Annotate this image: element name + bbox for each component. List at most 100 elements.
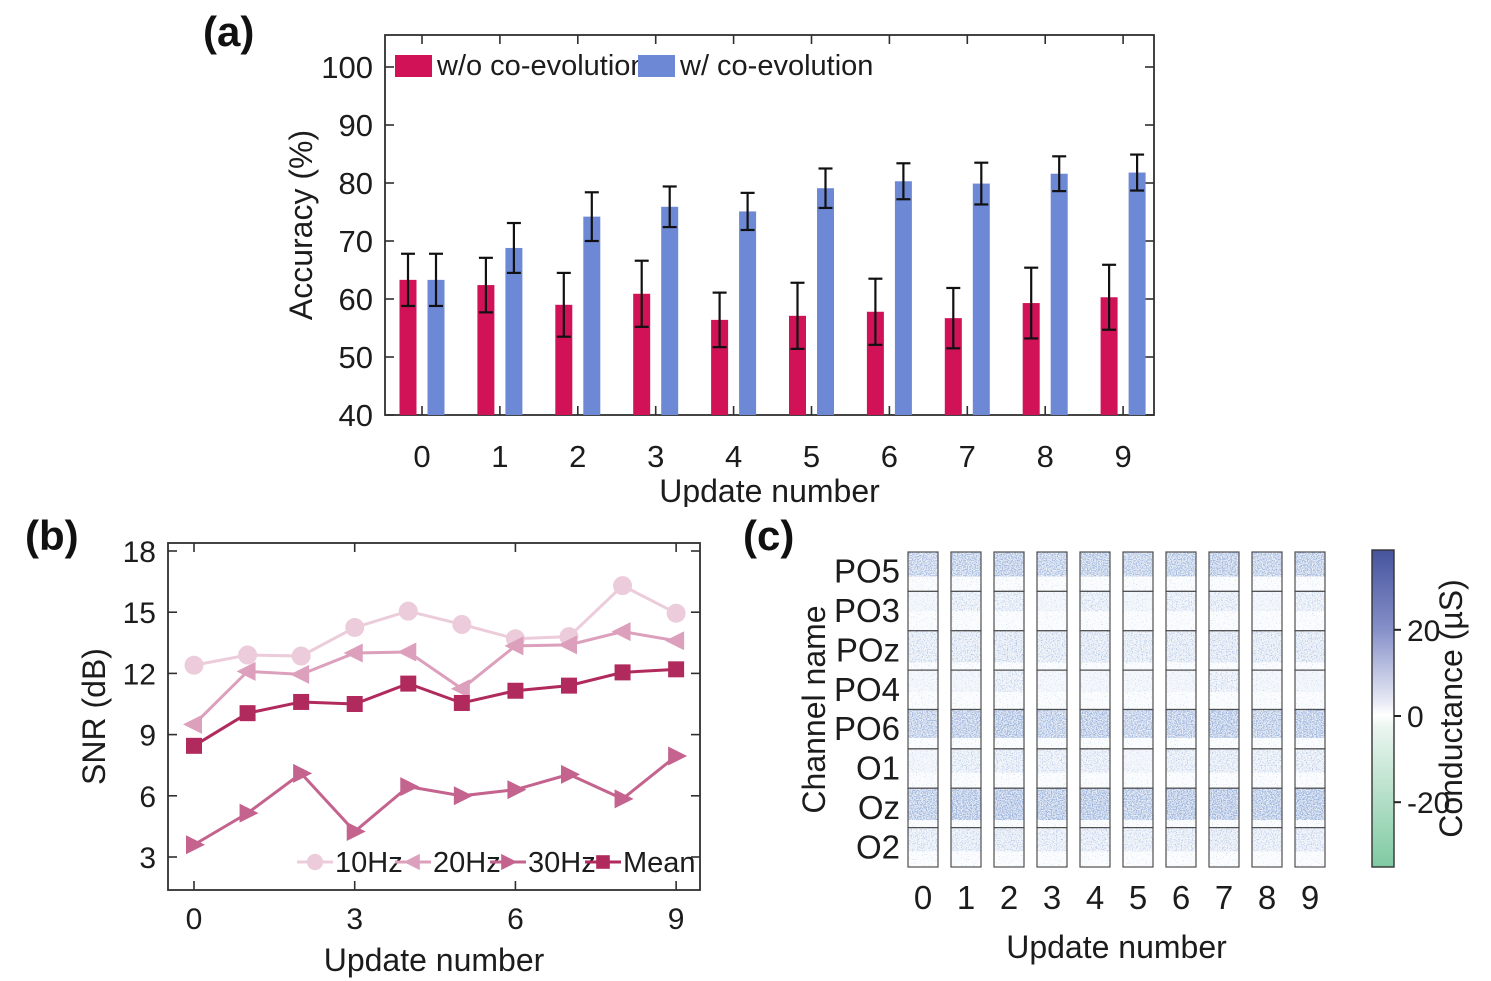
bar-w-coevolution xyxy=(972,183,990,415)
channel-label-PO3: PO3 xyxy=(834,592,900,629)
y-axis-label: SNR (dB) xyxy=(76,648,112,785)
y-tick-label: 3 xyxy=(139,842,156,875)
heatmap-cell-border xyxy=(1165,827,1197,868)
error-bar xyxy=(634,259,649,328)
heatmap-band-noise xyxy=(1123,552,1153,577)
marker-triangle-left xyxy=(665,631,685,651)
x-tick-label: 7 xyxy=(959,439,976,474)
x-tick-label: 5 xyxy=(1129,879,1147,916)
heatmap-band-noise xyxy=(1123,591,1153,612)
heatmap-band-noise xyxy=(1123,709,1153,738)
heatmap-band-noise xyxy=(908,827,938,852)
channel-label-O1: O1 xyxy=(856,750,900,787)
x-tick-label: 0 xyxy=(914,879,932,916)
marker-circle xyxy=(184,655,204,675)
heatmap-band-noise xyxy=(1295,709,1325,738)
marker-triangle-right xyxy=(560,764,580,784)
error-bar xyxy=(1130,153,1145,192)
heatmap-band-noise xyxy=(908,748,938,773)
heatmap-band-noise xyxy=(1037,788,1067,820)
heatmap-cell-border xyxy=(1122,827,1154,868)
heatmap-band-noise xyxy=(994,670,1024,692)
heatmap-band-noise xyxy=(994,552,1024,577)
heatmap-band-noise xyxy=(1295,552,1325,577)
x-tick-label: 3 xyxy=(1043,879,1061,916)
legend-swatch-w-coevolution xyxy=(638,55,675,77)
error-bar xyxy=(818,167,833,210)
marker-triangle-right xyxy=(346,822,366,841)
heatmap-band-noise xyxy=(951,630,981,663)
heatmap-band-noise xyxy=(1037,552,1067,577)
error-bar xyxy=(740,191,755,232)
heatmap-band-noise xyxy=(951,827,981,852)
error-bar xyxy=(401,252,415,308)
heatmap-band-noise xyxy=(908,591,938,612)
channel-label-O2: O2 xyxy=(856,828,900,865)
legend-label-wo-coevolution: w/o co-evolution xyxy=(436,50,647,82)
y-tick-label: 9 xyxy=(139,720,156,753)
error-bar xyxy=(974,161,989,206)
heatmap-band-noise xyxy=(1080,591,1110,612)
heatmap-band-noise xyxy=(1080,552,1110,577)
marker-triangle-left xyxy=(397,642,417,662)
colorbar-tick-label: 20 xyxy=(1407,615,1440,648)
error-bar xyxy=(584,191,599,243)
channel-label-PO5: PO5 xyxy=(834,553,900,590)
y-tick-label: 6 xyxy=(139,781,156,814)
x-tick-label: 3 xyxy=(647,439,664,474)
marker-square xyxy=(453,694,470,711)
legend-label-20Hz: 20Hz xyxy=(433,847,501,879)
heatmap-band-noise xyxy=(1080,630,1110,663)
heatmap-band-noise xyxy=(1209,827,1239,852)
channel-label-PO4: PO4 xyxy=(834,671,900,708)
series-line-Mean xyxy=(193,667,677,748)
heatmap-band-noise xyxy=(1252,827,1282,852)
heatmap-band-noise xyxy=(908,552,938,577)
marker-square xyxy=(560,677,577,694)
heatmap-band-noise xyxy=(1166,630,1196,663)
y-tick-label: 70 xyxy=(339,224,373,259)
heatmap-band-noise xyxy=(1166,788,1196,820)
heatmap-band-noise xyxy=(1166,709,1196,738)
error-bar xyxy=(868,277,883,346)
heatmap-band-noise xyxy=(908,788,938,820)
y-tick-label: 18 xyxy=(123,536,156,569)
marker-square xyxy=(507,682,524,699)
legend-label-w-coevolution: w/ co-evolution xyxy=(679,50,873,82)
heatmap-band-noise xyxy=(1037,630,1067,663)
heatmap-band-noise xyxy=(1037,591,1067,612)
heatmap-band-noise xyxy=(1209,709,1239,738)
y-tick-label: 90 xyxy=(339,108,373,143)
x-tick-label: 2 xyxy=(1000,879,1018,916)
marker-circle xyxy=(398,601,418,621)
heatmap-band-noise xyxy=(1209,670,1239,692)
x-tick-label: 9 xyxy=(1301,879,1319,916)
heatmap-band-noise xyxy=(1037,827,1067,852)
legend-label-30Hz: 30Hz xyxy=(528,847,596,879)
bar-wo-coevolution xyxy=(477,285,495,415)
heatmap-band-noise xyxy=(1166,670,1196,692)
x-tick-label: 1 xyxy=(491,439,508,474)
bar-w-coevolution xyxy=(894,181,912,415)
x-axis-label: Update number xyxy=(659,473,880,507)
heatmap-band-noise xyxy=(951,670,981,692)
x-axis-label: Update number xyxy=(1006,929,1227,965)
colorbar-label: Conductance (µS) xyxy=(1433,579,1469,838)
marker-triangle-right xyxy=(501,853,518,871)
heatmap-band-noise xyxy=(994,827,1024,852)
heatmap-band-noise xyxy=(1123,748,1153,773)
panel-a-letter: (a) xyxy=(203,8,255,55)
bar-w-coevolution xyxy=(427,279,445,415)
heatmap-band-noise xyxy=(1209,552,1239,577)
bar-wo-coevolution xyxy=(944,318,962,415)
marker-circle xyxy=(238,645,258,665)
heatmap-cell-border xyxy=(1294,827,1326,868)
x-tick-label: 6 xyxy=(881,439,898,474)
marker-triangle-left xyxy=(343,643,363,663)
marker-triangle-left xyxy=(290,664,310,684)
series-line-10Hz xyxy=(193,583,677,667)
bar-w-coevolution xyxy=(505,247,523,415)
error-bar xyxy=(790,281,805,350)
heatmap-band-noise xyxy=(1037,670,1067,692)
